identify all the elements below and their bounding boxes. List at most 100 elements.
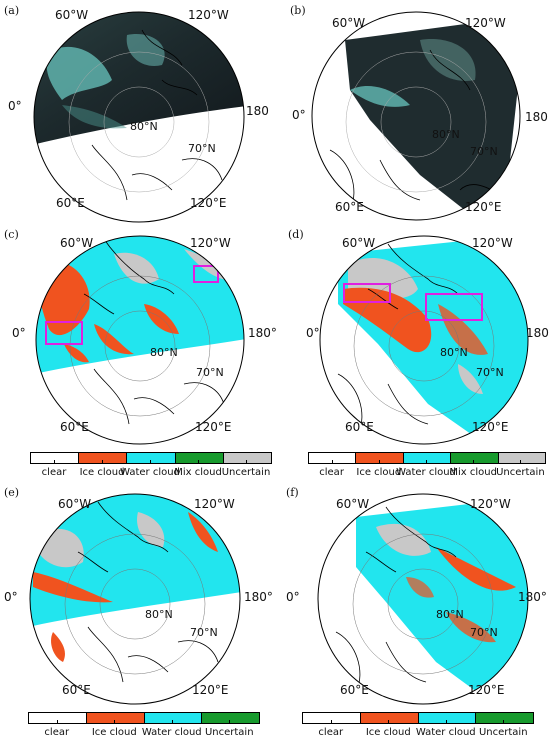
- colorbar-tick: [473, 460, 475, 464]
- panel-a-label-70n: 70°N: [188, 142, 216, 155]
- panel-b-label-180: 180: [525, 110, 548, 124]
- colorbar-label: Ice cloud: [356, 467, 402, 478]
- panel-a-letter: (a): [4, 4, 20, 17]
- panel-b-label-70n: 70°N: [470, 145, 498, 158]
- panel-e-label-80n: 80°N: [145, 608, 173, 621]
- colorbar-segment-clear: [29, 713, 87, 723]
- colorbar-segment-uncertain: [476, 713, 533, 723]
- panel-f-label-80n: 80°N: [436, 608, 464, 621]
- panel-f-label-70n: 70°N: [470, 626, 498, 639]
- colorbar-tick: [54, 460, 55, 464]
- colorbar-bottom-left: [28, 712, 260, 724]
- colorbar-tick: [246, 460, 247, 464]
- colorbar-label: Water cloud: [141, 727, 202, 738]
- colorbar-tick: [388, 720, 390, 724]
- colorbar-segment-water-cloud: [144, 713, 203, 723]
- panel-c-map: [35, 235, 245, 445]
- colorbar-tick: [378, 460, 380, 464]
- colorbar-tick: [426, 460, 427, 464]
- colorbar-tick: [229, 720, 231, 724]
- panel-f-label-60e: 60°E: [340, 683, 369, 697]
- panel-e-label-120w: 120°W: [194, 497, 235, 511]
- panel-b-map: [311, 11, 521, 221]
- colorbar-label: Ice cloud: [365, 727, 411, 738]
- panel-a-label-120w: 120°W: [188, 8, 229, 22]
- colorbar-label: Mix cloud: [174, 467, 222, 478]
- colorbar-tick: [150, 460, 151, 464]
- panel-d-map: [319, 235, 529, 445]
- panel-c-label-120e: 120°E: [195, 420, 232, 434]
- colorbar-label: Water cloud: [396, 467, 456, 478]
- colorbar-segment-clear: [309, 453, 357, 463]
- panel-e-label-60e: 60°E: [62, 683, 91, 697]
- panel-a-label-60e: 60°E: [56, 196, 85, 210]
- colorbar-segment-clear: [31, 453, 80, 463]
- panel-d-label-180: 180°: [526, 326, 550, 340]
- panel-b-label-120e: 120°E: [465, 200, 502, 214]
- panel-d-label-60w: 60°W: [342, 236, 376, 250]
- panel-f-label-60w: 60°W: [336, 497, 370, 511]
- colorbar-tick: [445, 720, 447, 724]
- panel-d-label-120e: 120°E: [472, 420, 509, 434]
- panel-d-letter: (d): [288, 228, 304, 241]
- colorbar-label: Ice cloud: [79, 467, 125, 478]
- colorbar-segment-ice-cloud: [86, 713, 145, 723]
- panel-c-label-60w: 60°W: [60, 236, 94, 250]
- colorbar-segment-ice-cloud: [79, 453, 128, 463]
- panel-f-letter: (f): [286, 486, 299, 499]
- panel-c-label-70n: 70°N: [196, 366, 224, 379]
- panel-b-label-120w: 120°W: [465, 16, 506, 30]
- panel-a-label-180: 180: [246, 104, 269, 118]
- panel-f-label-120e: 120°E: [468, 683, 505, 697]
- colorbar-tick: [114, 720, 116, 724]
- panel-b-letter: (b): [290, 4, 306, 17]
- panel-e-label-120e: 120°E: [192, 683, 229, 697]
- colorbar-segment-mix-cloud: [175, 453, 224, 463]
- colorbar-label: Ice cloud: [91, 727, 137, 738]
- colorbar-segment-uncertain: [202, 713, 259, 723]
- panel-e-label-70n: 70°N: [190, 626, 218, 639]
- colorbar-tick: [330, 720, 332, 724]
- colorbar-tick: [56, 720, 58, 724]
- panel-c-label-60e: 60°E: [60, 420, 89, 434]
- colorbar-bottom-right: [302, 712, 534, 724]
- panel-a-map: [33, 11, 245, 223]
- colorbar-segment-water-cloud: [403, 453, 452, 463]
- panel-a-label-80n: 80°N: [130, 120, 158, 133]
- panel-d-label-80n: 80°N: [440, 346, 468, 359]
- colorbar-tick: [102, 460, 103, 464]
- colorbar-segment-ice-cloud: [356, 453, 404, 463]
- colorbar-label: Uncertain: [204, 727, 254, 738]
- panel-c-label-180: 180°: [248, 326, 277, 340]
- colorbar-right: [308, 452, 546, 464]
- panel-a-label-120e: 120°E: [190, 196, 227, 210]
- colorbar-label: Uncertain: [221, 467, 271, 478]
- colorbar-segment-uncertain: [498, 453, 546, 463]
- panel-e-map: [29, 493, 241, 705]
- colorbar-label: clear: [41, 467, 67, 478]
- colorbar-label: clear: [44, 727, 70, 738]
- colorbar-tick: [171, 720, 173, 724]
- panel-d-label-70n: 70°N: [476, 366, 504, 379]
- colorbar-segment-uncertain: [223, 453, 272, 463]
- colorbar-segment-mix-cloud: [451, 453, 499, 463]
- panel-b-label-80n: 80°N: [432, 128, 460, 141]
- colorbar-label: Uncertain: [496, 467, 545, 478]
- panel-e-label-60w: 60°W: [58, 497, 92, 511]
- panel-a-label-0: 0°: [8, 99, 22, 113]
- colorbar-label: clear: [319, 467, 344, 478]
- panel-b-label-60w: 60°W: [332, 16, 366, 30]
- panel-a-label-60w: 60°W: [55, 8, 89, 22]
- colorbar-tick: [198, 460, 199, 464]
- colorbar-tick: [503, 720, 505, 724]
- panel-c-label-120w: 120°W: [190, 236, 231, 250]
- colorbar-tick: [331, 460, 333, 464]
- colorbar-label: Mix cloud: [449, 467, 497, 478]
- colorbar-label: clear: [318, 727, 344, 738]
- panel-f-map: [317, 493, 529, 705]
- panel-f-label-0: 0°: [286, 590, 300, 604]
- panel-c-letter: (c): [4, 228, 19, 241]
- colorbar-label: Water cloud: [120, 467, 180, 478]
- panel-b-label-60e: 60°E: [335, 200, 364, 214]
- colorbar-left: [30, 452, 272, 464]
